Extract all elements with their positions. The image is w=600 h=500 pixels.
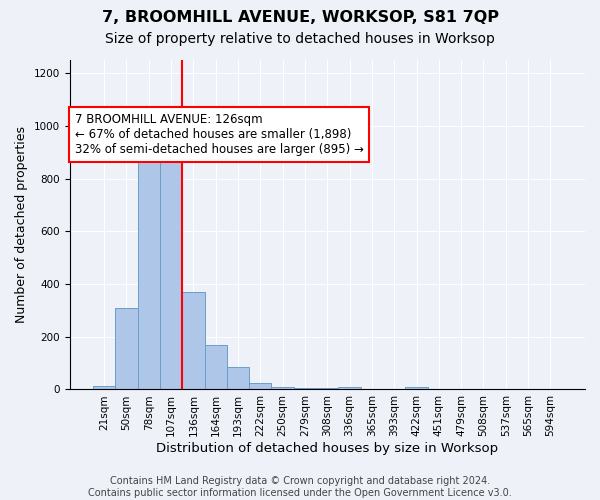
Text: Contains HM Land Registry data © Crown copyright and database right 2024.
Contai: Contains HM Land Registry data © Crown c… <box>88 476 512 498</box>
Y-axis label: Number of detached properties: Number of detached properties <box>15 126 28 323</box>
Bar <box>93 386 115 390</box>
Bar <box>406 387 428 390</box>
Text: 7 BROOMHILL AVENUE: 126sqm
← 67% of detached houses are smaller (1,898)
32% of s: 7 BROOMHILL AVENUE: 126sqm ← 67% of deta… <box>74 112 364 156</box>
X-axis label: Distribution of detached houses by size in Worksop: Distribution of detached houses by size … <box>156 442 499 455</box>
Bar <box>205 344 227 390</box>
Bar <box>115 308 137 390</box>
Bar <box>316 388 338 390</box>
Bar <box>160 160 182 390</box>
Bar <box>182 292 205 390</box>
Bar <box>271 387 294 390</box>
Bar <box>294 388 316 390</box>
Bar <box>338 387 361 390</box>
Bar <box>249 383 271 390</box>
Text: Size of property relative to detached houses in Worksop: Size of property relative to detached ho… <box>105 32 495 46</box>
Bar <box>227 367 249 390</box>
Text: 7, BROOMHILL AVENUE, WORKSOP, S81 7QP: 7, BROOMHILL AVENUE, WORKSOP, S81 7QP <box>101 10 499 25</box>
Bar <box>137 132 160 390</box>
